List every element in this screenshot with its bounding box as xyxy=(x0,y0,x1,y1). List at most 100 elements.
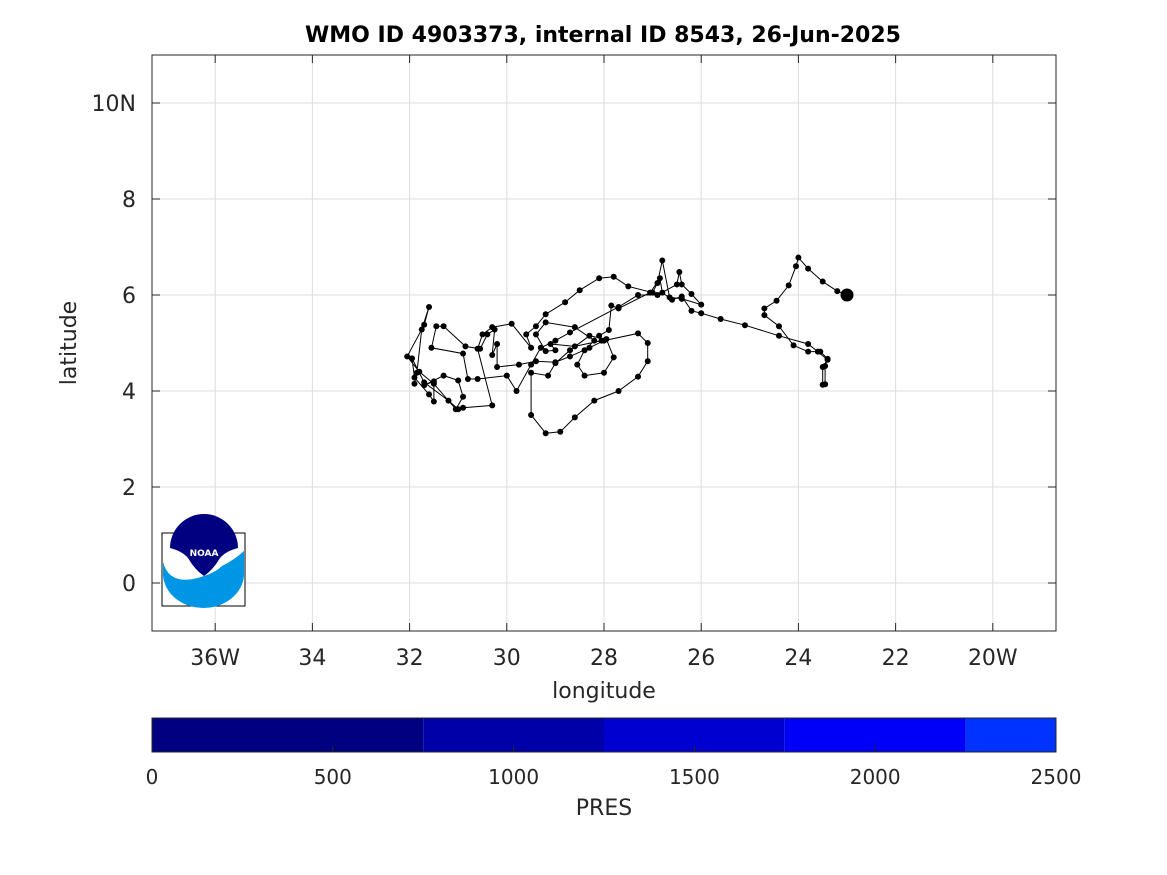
profile-point xyxy=(430,380,437,387)
profile-point xyxy=(528,412,535,418)
profile-point xyxy=(421,382,428,389)
profile-point xyxy=(523,331,530,338)
colorbar-frame xyxy=(151,717,1057,753)
latest-position-marker xyxy=(840,288,854,302)
profile-point xyxy=(644,340,651,346)
profile-point xyxy=(547,340,554,347)
profile-point xyxy=(409,355,416,362)
profile-point xyxy=(428,344,435,351)
profile-point xyxy=(586,344,593,351)
profile-point xyxy=(460,393,467,400)
profile-point xyxy=(452,406,459,413)
profile-point xyxy=(773,297,780,304)
profile-point xyxy=(610,273,617,280)
profile-point xyxy=(644,358,651,365)
profile-point xyxy=(528,344,535,351)
profile-point xyxy=(411,374,418,381)
profile-point xyxy=(474,376,481,382)
profile-point xyxy=(571,414,578,421)
profile-point xyxy=(596,275,603,282)
profile-point xyxy=(552,347,559,354)
float-trajectory xyxy=(404,254,854,437)
profile-point xyxy=(489,402,496,409)
profile-point xyxy=(814,348,821,355)
profile-point xyxy=(605,327,612,334)
profile-point xyxy=(678,281,685,288)
y-axis-label: latitude xyxy=(57,301,82,385)
profile-point xyxy=(635,292,642,298)
profile-point xyxy=(462,343,469,350)
x-tick-label: 32 xyxy=(396,646,424,671)
profile-point xyxy=(596,332,603,339)
profile-point xyxy=(464,376,471,382)
profile-point xyxy=(426,391,433,398)
profile-point xyxy=(440,323,447,330)
colorbar-segment xyxy=(965,718,1056,752)
profile-point xyxy=(615,388,622,394)
profile-point xyxy=(601,369,607,376)
profile-point xyxy=(566,329,573,336)
profile-point xyxy=(411,380,418,387)
noaa-logo: NOAA xyxy=(161,514,246,608)
colorbar-tick-label: 0 xyxy=(146,765,159,789)
x-tick-label: 34 xyxy=(298,646,326,671)
profile-point xyxy=(688,307,695,314)
profile-point xyxy=(834,288,841,295)
profile-point xyxy=(775,323,782,330)
profile-point xyxy=(508,320,515,327)
profile-point xyxy=(571,343,578,350)
profile-point xyxy=(625,283,632,290)
x-tick-label: 30 xyxy=(493,646,521,671)
profile-point xyxy=(571,324,578,331)
profile-point xyxy=(537,344,544,351)
profile-point xyxy=(489,352,496,358)
profile-point xyxy=(790,342,797,349)
y-tick-label: 6 xyxy=(122,284,136,309)
y-tick-label: 2 xyxy=(122,476,136,501)
profile-point xyxy=(792,263,799,270)
profile-point xyxy=(542,319,549,326)
profile-point xyxy=(775,332,782,339)
profile-point xyxy=(785,282,792,289)
profile-point xyxy=(688,291,695,298)
profile-point xyxy=(676,268,683,275)
profile-point xyxy=(601,337,607,344)
profile-point xyxy=(552,359,559,366)
profile-point xyxy=(503,372,510,379)
y-tick-label: 4 xyxy=(122,380,136,405)
profile-point xyxy=(741,322,748,329)
profile-point xyxy=(418,326,425,333)
colorbar-tick-label: 500 xyxy=(314,765,352,789)
profile-point xyxy=(805,348,812,355)
profile-point xyxy=(673,281,680,288)
profile-point xyxy=(532,323,539,330)
chart-title: WMO ID 4903373, internal ID 8543, 26-Jun… xyxy=(305,23,901,48)
profile-point xyxy=(430,398,437,405)
colorbar-tick-label: 2000 xyxy=(850,765,901,789)
profile-point xyxy=(566,353,573,360)
colorbar: 0 500 1000 1500 2000 2500 xyxy=(146,717,1081,789)
profile-point xyxy=(445,397,452,404)
logo-light-wave xyxy=(163,551,245,608)
profile-point xyxy=(635,330,642,337)
profile-point xyxy=(656,275,663,282)
profile-point xyxy=(532,358,539,365)
profile-point xyxy=(581,347,588,354)
profile-point xyxy=(654,292,661,298)
profile-point xyxy=(494,340,501,347)
profile-point xyxy=(576,287,583,294)
profile-point xyxy=(542,348,549,355)
profile-point xyxy=(528,369,535,376)
profile-point xyxy=(581,372,588,379)
profile-point xyxy=(455,377,462,384)
y-axis-ticks: 0 2 4 6 8 10N xyxy=(92,92,1056,597)
profile-point xyxy=(819,278,826,285)
profile-point xyxy=(479,331,486,338)
profile-point xyxy=(805,265,812,272)
profile-point xyxy=(649,289,656,296)
profile-point xyxy=(659,257,666,264)
profile-point xyxy=(666,294,673,301)
colorbar-label: PRES xyxy=(576,796,632,821)
logo-wordmark: NOAA xyxy=(190,549,219,559)
profile-point xyxy=(717,316,724,322)
